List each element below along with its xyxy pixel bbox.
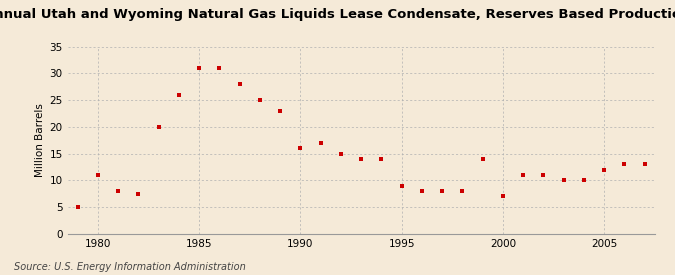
Text: Source: U.S. Energy Information Administration: Source: U.S. Energy Information Administ… bbox=[14, 262, 245, 272]
Text: Annual Utah and Wyoming Natural Gas Liquids Lease Condensate, Reserves Based Pro: Annual Utah and Wyoming Natural Gas Liqu… bbox=[0, 8, 675, 21]
Y-axis label: Million Barrels: Million Barrels bbox=[35, 103, 45, 177]
